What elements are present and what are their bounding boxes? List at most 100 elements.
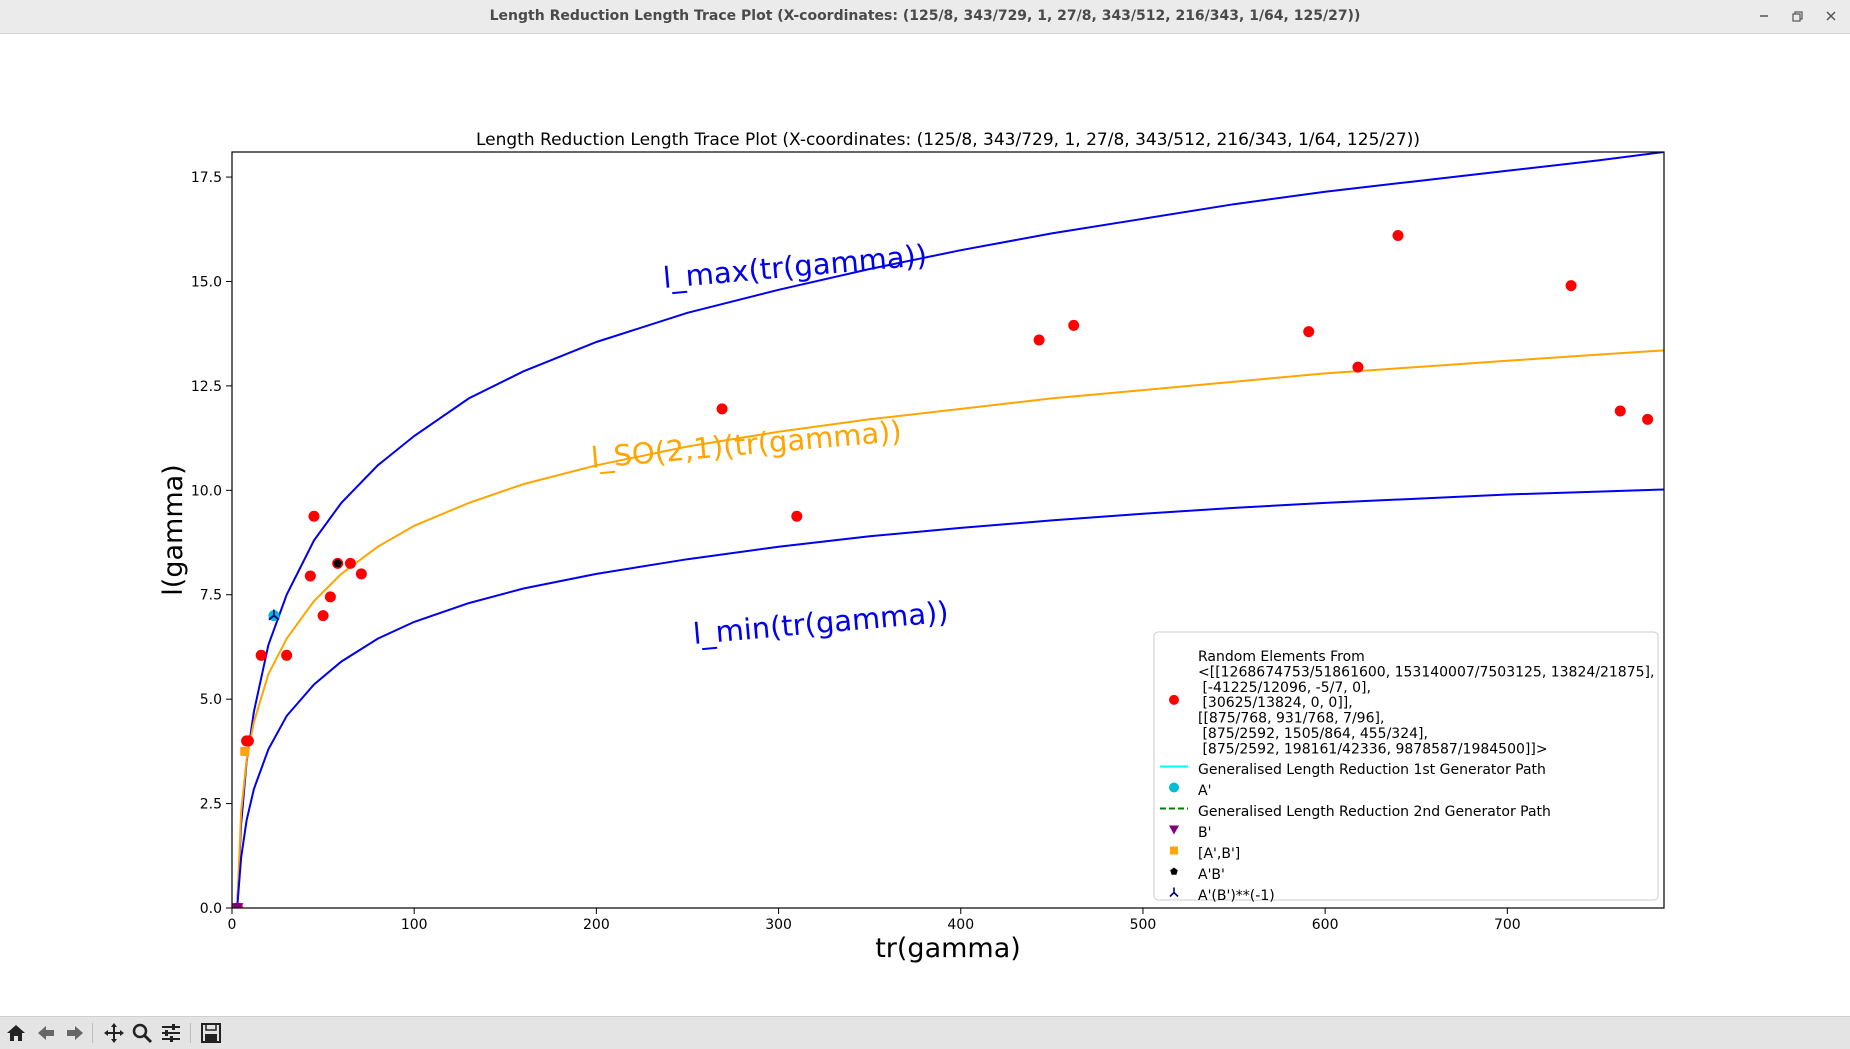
y-tick-label: 5.0 [200, 692, 222, 708]
data-point-series-0 [317, 610, 329, 622]
data-point-series-0 [1033, 334, 1045, 346]
y-tick-label: 7.5 [200, 588, 222, 604]
data-point-series-0 [324, 591, 336, 603]
toolbar-separator [92, 1023, 93, 1043]
x-tick-label: 600 [1312, 917, 1339, 933]
y-tick-label: 12.5 [191, 379, 222, 395]
y-tick-label: 10.0 [191, 483, 222, 499]
data-point-series-0 [716, 403, 728, 415]
legend-label: A'B' [1198, 867, 1225, 883]
back-button[interactable] [33, 1021, 59, 1045]
chart-svg: Length Reduction Length Trace Plot (X-co… [158, 130, 1665, 964]
figure-canvas[interactable]: Length Reduction Length Trace Plot (X-co… [0, 34, 1850, 1016]
data-point-series-0 [1614, 405, 1626, 417]
x-tick-label: 0 [228, 917, 237, 933]
close-icon [1826, 11, 1836, 21]
minimize-button[interactable] [1752, 6, 1776, 26]
curve-so21 [236, 349, 1664, 902]
restore-icon [1792, 11, 1803, 22]
legend-label-line: Random Elements From [1198, 649, 1365, 665]
legend-label-line: [30625/13824, 0, 0]], [1198, 695, 1353, 711]
legend-label: Random Elements From <[[1268674753/518616… [1198, 649, 1654, 757]
data-point-series-0 [255, 649, 267, 661]
data-point-series-0 [1352, 361, 1364, 373]
pan-icon [104, 1023, 124, 1043]
data-point-series-0 [242, 735, 254, 747]
close-button[interactable] [1819, 6, 1843, 26]
legend-marker [1170, 867, 1178, 875]
window-title: Length Reduction Length Trace Plot (X-co… [489, 8, 1361, 24]
legend-marker [1169, 825, 1179, 835]
data-point-series-0 [344, 557, 356, 569]
data-point-series-0 [308, 510, 320, 522]
legend-marker [1169, 887, 1179, 898]
home-icon [7, 1025, 25, 1041]
data-point-series-0 [1068, 319, 1080, 331]
axes-frame [231, 151, 1665, 909]
zoom-icon [132, 1023, 153, 1044]
navigation-toolbar [0, 1016, 1850, 1049]
window-titlebar: Length Reduction Length Trace Plot (X-co… [0, 0, 1850, 34]
data-point-series-5 [240, 746, 250, 756]
data-point-series-6 [333, 558, 342, 568]
data-point-series-0 [1565, 280, 1577, 292]
y-axis-label: l(gamma) [158, 464, 189, 595]
legend-label-line: B' [1198, 825, 1211, 841]
forward-button[interactable] [62, 1021, 88, 1045]
legend-marker [1170, 846, 1178, 855]
legend-label-line: A' [1198, 783, 1211, 799]
legend-label-line: [-41225/12096, -5/7, 0], [1198, 680, 1371, 696]
save-button[interactable] [198, 1021, 224, 1045]
x-tick-label: 100 [401, 917, 428, 933]
restore-button[interactable] [1786, 6, 1810, 26]
x-tick-label: 400 [947, 917, 974, 933]
x-tick-label: 700 [1494, 917, 1521, 933]
data-point-series-0 [304, 570, 316, 582]
pan-button[interactable] [101, 1021, 127, 1045]
legend-label-line: <[[1268674753/51861600, 153140007/750312… [1198, 664, 1654, 680]
data-point-series-0 [355, 568, 367, 580]
x-axis-label: tr(gamma) [875, 933, 1021, 964]
x-tick-label: 500 [1130, 917, 1157, 933]
plot-area [232, 152, 1664, 908]
legend-label: Generalised Length Reduction 2nd Generat… [1198, 804, 1551, 820]
y-tick-label: 17.5 [191, 170, 222, 186]
data-point-series-4 [232, 903, 244, 908]
x-tick-label: 300 [765, 917, 792, 933]
legend-label-line: [A',B'] [1198, 846, 1240, 862]
legend-label: B' [1198, 825, 1211, 841]
data-point-series-0 [281, 649, 293, 661]
legend-marker [1169, 694, 1179, 705]
legend-marker [1169, 782, 1179, 793]
legend-label-line: A'(B')**(-1) [1198, 888, 1275, 904]
legend-label-line: [875/2592, 1505/864, 455/324], [1198, 726, 1428, 742]
legend-label-line: A'B' [1198, 867, 1225, 883]
legend-label: Generalised Length Reduction 1st Generat… [1198, 762, 1546, 778]
forward-icon [67, 1026, 83, 1040]
x-tick-label: 200 [583, 917, 610, 933]
configure-button[interactable] [158, 1021, 184, 1045]
legend-label: [A',B'] [1198, 846, 1240, 862]
curve-label-so21: l_SO(2,1)(tr(gamma)) [590, 414, 903, 475]
y-tick-label: 2.5 [200, 797, 222, 813]
curve-min [236, 488, 1664, 904]
curve-max [236, 152, 1664, 900]
data-point-series-0 [1642, 413, 1654, 425]
y-tick-label: 15.0 [191, 274, 222, 290]
legend-label-line: Generalised Length Reduction 2nd Generat… [1198, 804, 1551, 820]
curve-label-min: l_min(tr(gamma)) [692, 595, 950, 651]
home-button[interactable] [3, 1021, 29, 1045]
legend-label-line: [875/2592, 198161/42336, 9878587/1984500… [1198, 741, 1548, 757]
legend-label-line: [[875/768, 931/768, 7/96], [1198, 711, 1384, 727]
data-point-series-0 [1303, 326, 1315, 338]
back-icon [38, 1026, 54, 1040]
legend: Random Elements From <[[1268674753/518616… [1153, 631, 1659, 904]
toolbar-separator [190, 1023, 191, 1043]
legend-label-line: Generalised Length Reduction 1st Generat… [1198, 762, 1546, 778]
save-icon [201, 1023, 221, 1043]
y-tick-label: 0.0 [200, 901, 222, 917]
legend-box [1153, 631, 1659, 901]
legend-label: A' [1198, 783, 1211, 799]
data-point-series-7 [268, 609, 280, 621]
zoom-button[interactable] [129, 1021, 155, 1045]
